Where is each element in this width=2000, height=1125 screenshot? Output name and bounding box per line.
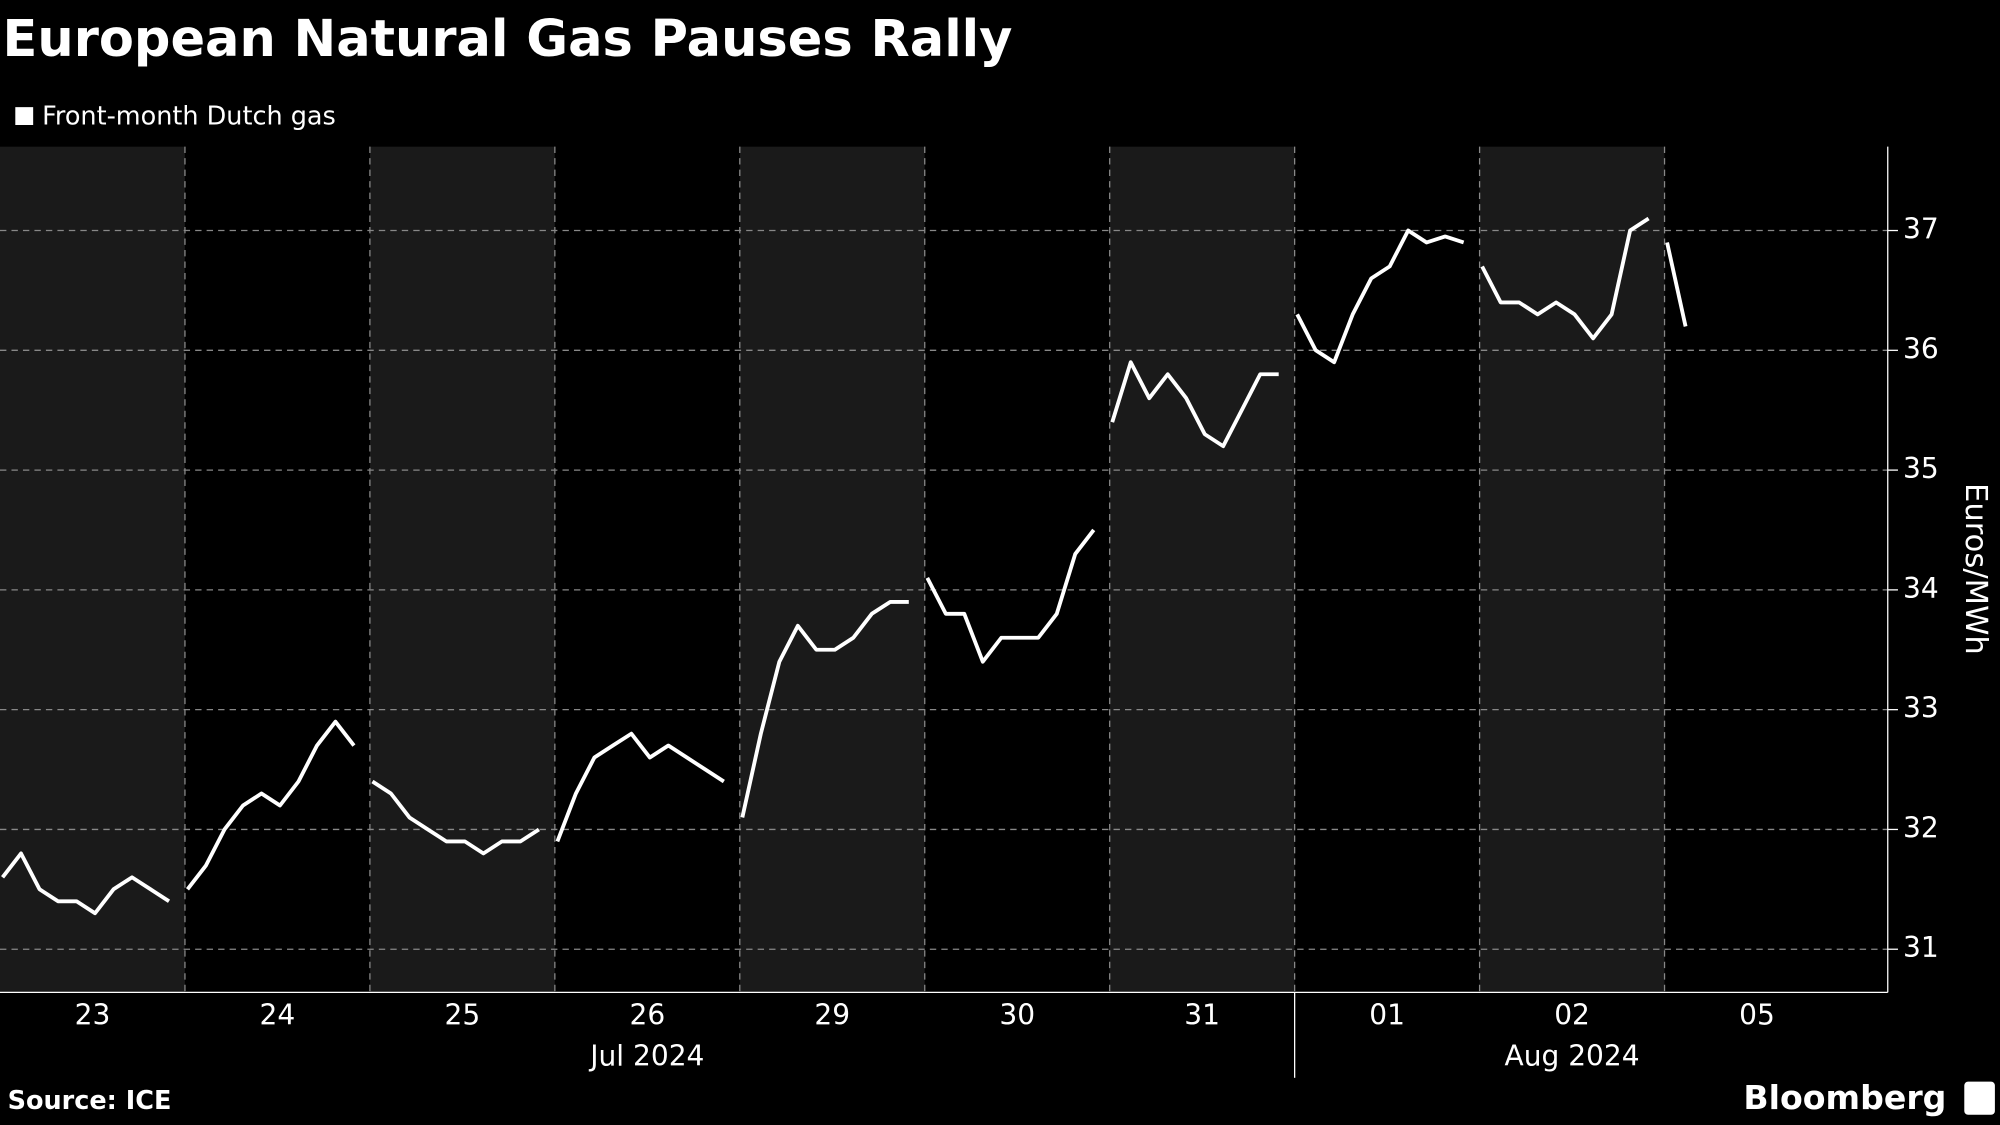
x-tick-label: 31 [1184, 999, 1220, 1032]
x-tick-label: 26 [629, 999, 665, 1032]
price-line [1110, 360, 1279, 449]
price-line [1665, 242, 1688, 327]
price-line [1295, 228, 1465, 365]
y-tick-label: 32 [1903, 811, 1939, 844]
chart-title: European Natural Gas Pauses Rally [3, 10, 1013, 69]
x-group-label: Aug 2024 [1505, 1039, 1640, 1072]
price-line [925, 528, 1096, 664]
y-tick-label: 35 [1903, 452, 1939, 485]
x-group-label: Jul 2024 [588, 1039, 704, 1072]
y-tick-label: 36 [1903, 332, 1939, 365]
y-tick-label: 31 [1903, 931, 1939, 964]
y-tick-label: 33 [1903, 692, 1939, 725]
day-band [0, 146, 185, 993]
price-line [185, 719, 356, 891]
price-line [371, 779, 540, 856]
x-tick-label: 23 [75, 999, 111, 1032]
x-tick-label: 25 [445, 999, 481, 1032]
y-axis-title: Euros/MWh [1958, 483, 1993, 655]
brand: Bloomberg [1743, 1078, 1946, 1117]
y-tick-label: 37 [1903, 213, 1939, 246]
price-line [740, 600, 909, 818]
legend-swatch [15, 107, 34, 125]
source: Source: ICE [8, 1086, 172, 1116]
y-tick-label: 34 [1903, 572, 1939, 605]
legend-label: Front-month Dutch gas [42, 101, 336, 131]
day-band [1109, 146, 1295, 993]
price-line [555, 731, 725, 843]
x-tick-label: 24 [260, 999, 296, 1032]
day-band [739, 146, 925, 993]
x-tick-label: 01 [1369, 999, 1405, 1032]
brand-icon [1964, 1081, 1995, 1115]
x-tick-label: 30 [999, 999, 1035, 1032]
x-tick-label: 02 [1554, 999, 1590, 1032]
price-line [1, 851, 171, 916]
price-line [1480, 216, 1650, 341]
x-tick-label: 05 [1739, 999, 1775, 1032]
x-tick-label: 29 [814, 999, 850, 1032]
day-band [1479, 146, 1665, 993]
day-band [369, 146, 555, 993]
